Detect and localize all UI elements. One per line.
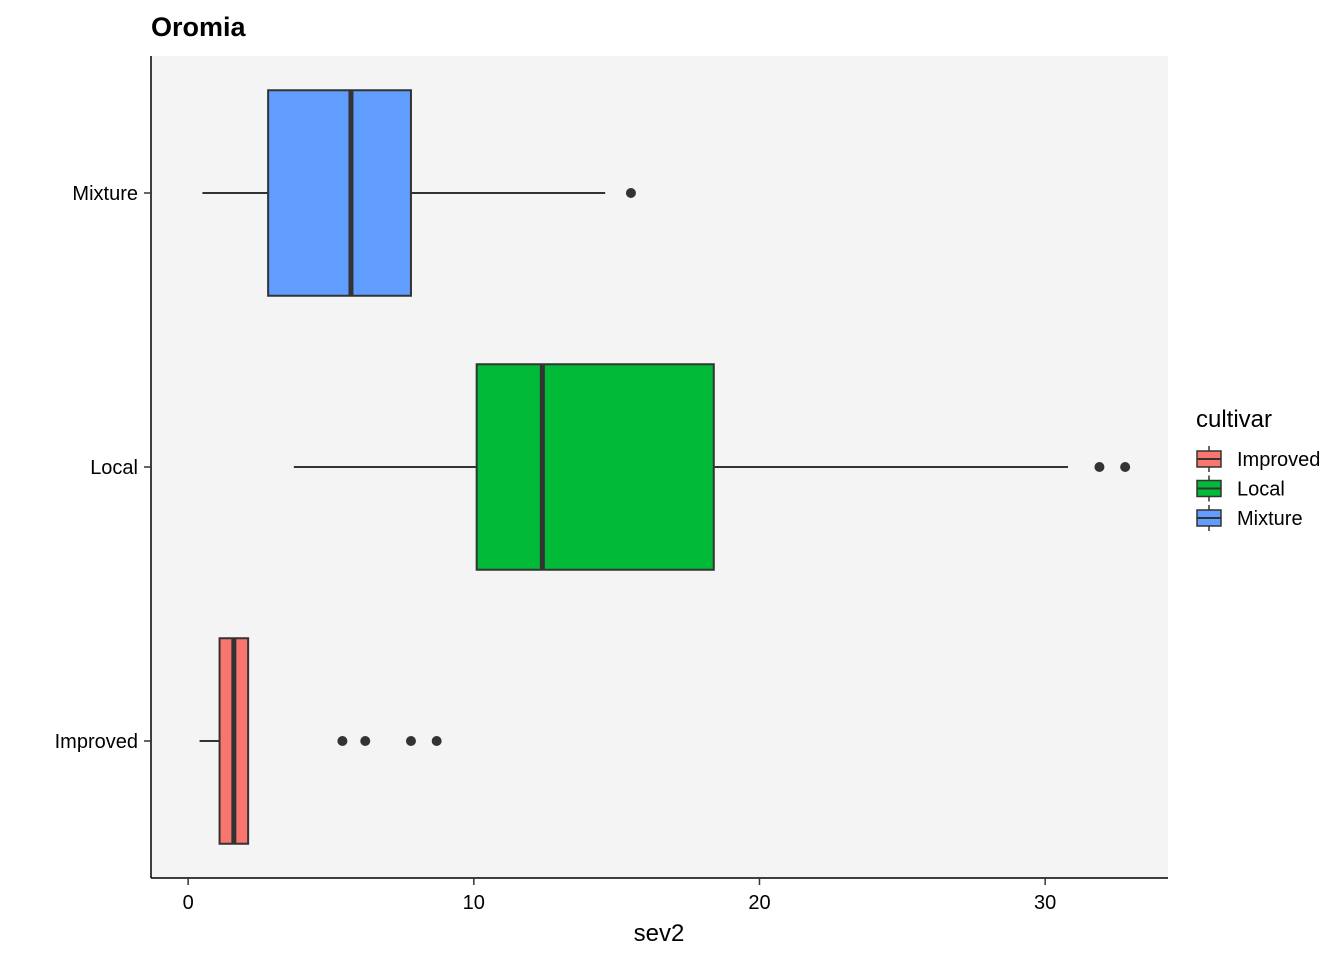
outlier-point-local [1094,462,1105,472]
x-tick-label: 20 [748,892,770,914]
boxes-layer [199,89,1131,845]
x-tick-label: 0 [183,892,194,914]
iqr-box-local [475,363,715,571]
y-tick-label: Local [90,457,138,479]
y-tick-label: Improved [55,731,138,753]
x-tick-label: 30 [1034,892,1056,914]
box-improved [199,637,442,845]
legend-label-local: Local [1237,479,1285,501]
outlier-point-improved [405,736,416,746]
x-axis-ticks: 0 10 20 30 [183,878,1056,914]
y-axis-ticks: Improved Local Mixture [55,183,151,753]
chart-title: Oromia [151,12,247,42]
x-tick-label: 10 [463,892,485,914]
legend-label-mixture: Mixture [1237,508,1303,530]
legend-title: cultivar [1196,406,1272,433]
legend-item-local: Local [1196,475,1285,502]
x-axis-title: sev2 [634,920,685,947]
outlier-point-improved [360,736,371,746]
legend-item-improved: Improved [1196,446,1320,472]
legend-label-improved: Improved [1237,449,1320,471]
legend: Improved Local Mixture [1196,446,1320,531]
box-local [293,363,1131,571]
iqr-box-mixture [267,89,412,297]
y-tick-label: Mixture [72,183,138,205]
legend-item-mixture: Mixture [1196,505,1303,531]
outlier-point-improved [337,736,348,746]
outlier-point-mixture [625,188,636,198]
outlier-point-local [1120,462,1131,472]
outlier-point-improved [431,736,442,746]
box-mixture [202,89,636,297]
